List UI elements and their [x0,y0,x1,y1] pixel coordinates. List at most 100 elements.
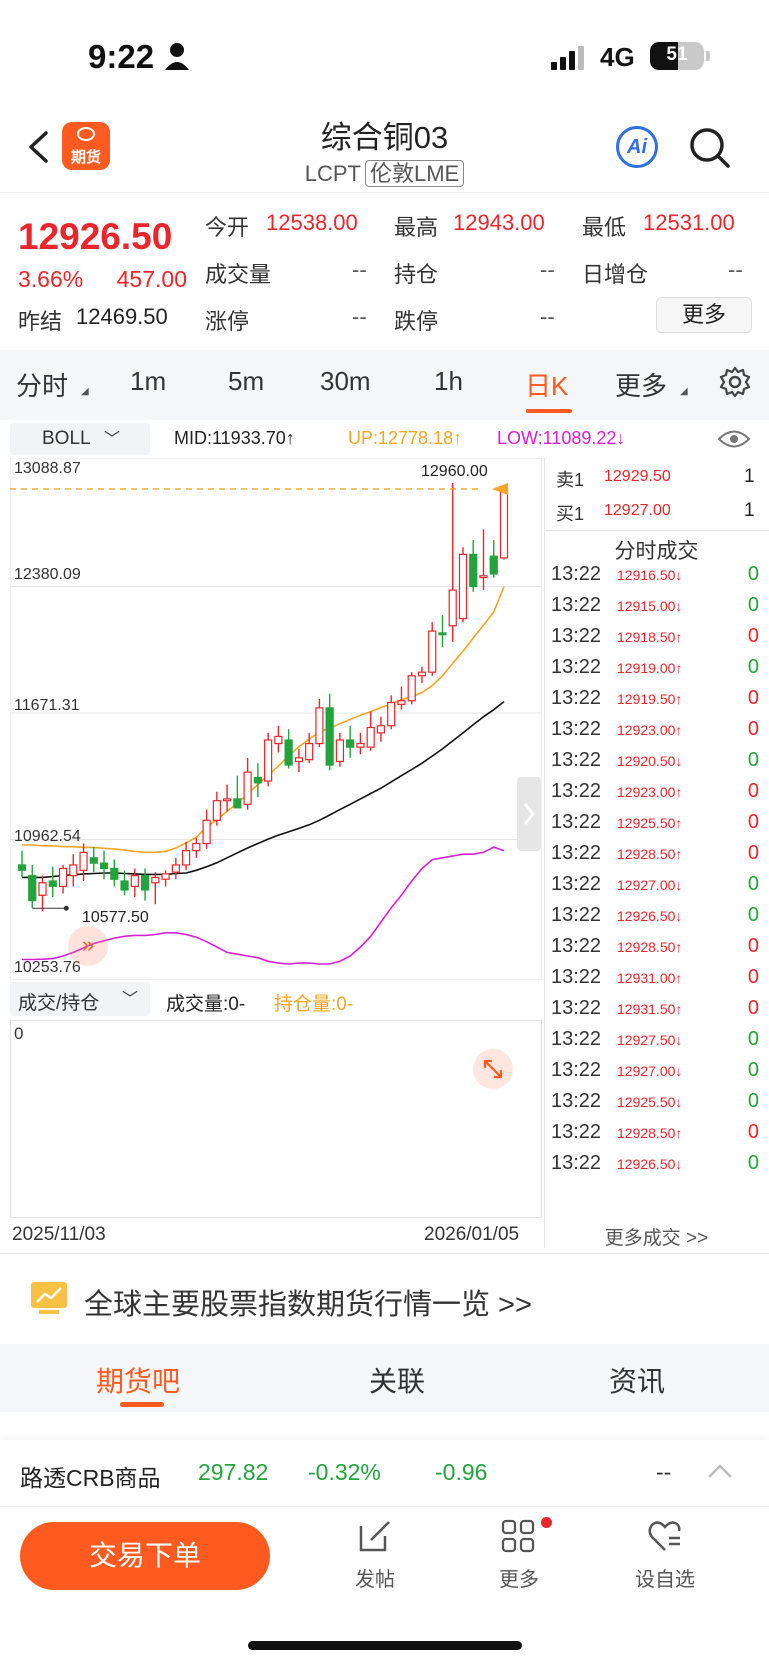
candle-body [325,707,334,766]
candle-body [192,842,201,852]
more-quote-button[interactable]: 更多 [656,297,752,333]
global-futures-banner[interactable]: 全球主要股票指数期货行情一览 >> [84,1289,532,1321]
apps-grid-icon [501,1519,535,1553]
kline-chart[interactable] [10,458,542,980]
trade-row: 13:22 12928.50↑ 0 [551,842,761,875]
ticker-bar[interactable]: 路透CRB商品 297.82 -0.32% -0.96 -- [0,1440,769,1506]
tab-1h[interactable]: 1h [434,366,463,396]
tab-related[interactable]: 关联 [369,1366,426,1397]
bid-volume: 1 [744,500,755,521]
min-price-marker: 10577.50 [82,909,149,926]
trade-price: 12925.50↓ [617,1094,683,1110]
back-arrow-icon[interactable] [26,130,50,164]
search-icon[interactable] [688,126,732,170]
eye-icon[interactable] [717,428,751,450]
trade-price: 12927.00↓ [617,1063,683,1079]
oi-value: -- [540,257,555,282]
trade-time: 13:22 [551,811,602,833]
trade-volume: 0 [747,749,759,771]
candle-body [38,882,47,896]
trade-time: 13:22 [551,1090,602,1112]
candle-body [181,850,191,866]
prev-settle-label: 昨结 [18,309,63,334]
post-button[interactable]: 发帖 [340,1518,410,1592]
tab-news[interactable]: 资讯 [609,1366,666,1397]
settings-gear-icon[interactable] [719,366,751,398]
app-logo[interactable]: 期货 [62,122,110,170]
more-trades-link[interactable]: 更多成交 >> [604,1228,709,1249]
oi-change-label: 日增仓 [582,262,649,287]
more-button[interactable]: 更多 [484,1518,554,1592]
ticker-pct: -0.32% [308,1459,381,1485]
tab-more-caret-icon: ◢ [680,386,688,397]
indicator-selector[interactable]: BOLL ﹀ [10,423,150,455]
status-time: 9:22 [88,38,155,75]
boll-mid-line [22,700,505,879]
signal-icon [551,46,584,70]
trade-time: 13:22 [551,1028,602,1050]
trade-time: 13:22 [551,656,602,678]
tab-fenshi[interactable]: 分时 [16,371,69,401]
chevron-up-icon [708,1464,732,1478]
trade-time: 13:22 [551,935,602,957]
tab-futures-forum[interactable]: 期货吧 [96,1366,181,1397]
ask-label: 卖1 [556,470,585,490]
boll-low-line [22,846,505,965]
candle-body [438,632,447,636]
tab-more[interactable]: 更多 [615,371,668,401]
add-watchlist-button[interactable]: 设自选 [630,1518,700,1592]
trade-row: 13:22 12919.50↑ 0 [551,687,761,720]
volume-indicator: 成交量:0- [166,994,246,1015]
divider [0,192,769,193]
expand-panel-handle[interactable] [517,777,541,851]
low-label: 最低 [582,215,627,240]
candle-body [161,873,170,880]
divider [0,1253,769,1254]
trade-volume: 0 [747,625,759,647]
fullscreen-icon[interactable] [473,1049,513,1089]
candle-body [202,819,211,845]
candle-body [376,725,386,734]
trade-time: 13:22 [551,563,602,585]
tab-30m[interactable]: 30m [320,366,371,396]
trade-row: 13:22 12925.50↓ 0 [551,1090,761,1123]
trade-order-button[interactable]: 交易下单 [20,1522,270,1590]
trade-row: 13:22 12923.00↑ 0 [551,718,761,751]
trade-price: 12927.50↓ [617,1032,683,1048]
tab-daily-k[interactable]: 日K [525,371,569,401]
candle-body [151,876,160,884]
trade-time: 13:22 [551,594,602,616]
trade-volume: 0 [747,1028,759,1050]
trade-volume: 0 [747,997,759,1019]
tab-5m[interactable]: 5m [228,366,265,396]
candle-body [397,700,406,705]
y-axis-label: 13088.87 [14,460,81,477]
scroll-left-icon[interactable]: » [68,926,108,966]
limit-down-value: -- [540,304,555,329]
tab-1m[interactable]: 1m [130,366,167,396]
ai-assistant-button[interactable]: Ai [616,126,658,168]
bid-label: 买1 [556,504,585,524]
candle-body [264,739,273,782]
trade-volume: 0 [747,656,759,678]
candle-body [315,707,324,745]
y-axis-label: 11671.31 [14,697,80,714]
user-icon [165,43,189,70]
trade-time: 13:22 [551,1152,602,1174]
trade-volume: 0 [747,1090,759,1112]
notification-dot [541,1517,552,1528]
trade-volume: 0 [747,1059,759,1081]
trades-title: 分时成交 [614,540,699,563]
candle-body [171,864,180,873]
trade-price: 12923.00↑ [617,722,683,738]
candle-body [407,675,416,702]
tab-fenshi-caret-icon: ◢ [81,386,89,397]
page-title: 综合铜03 [320,120,449,155]
y-axis-label: 10962.54 [14,828,81,845]
trade-volume: 0 [747,1152,759,1174]
open-label: 今开 [205,215,250,240]
date-end: 2026/01/05 [424,1224,520,1245]
candle-body [58,867,68,887]
date-start: 2025/11/03 [12,1224,106,1245]
sub-indicator-selector[interactable]: 成交/持仓 ﹀ [10,982,150,1016]
